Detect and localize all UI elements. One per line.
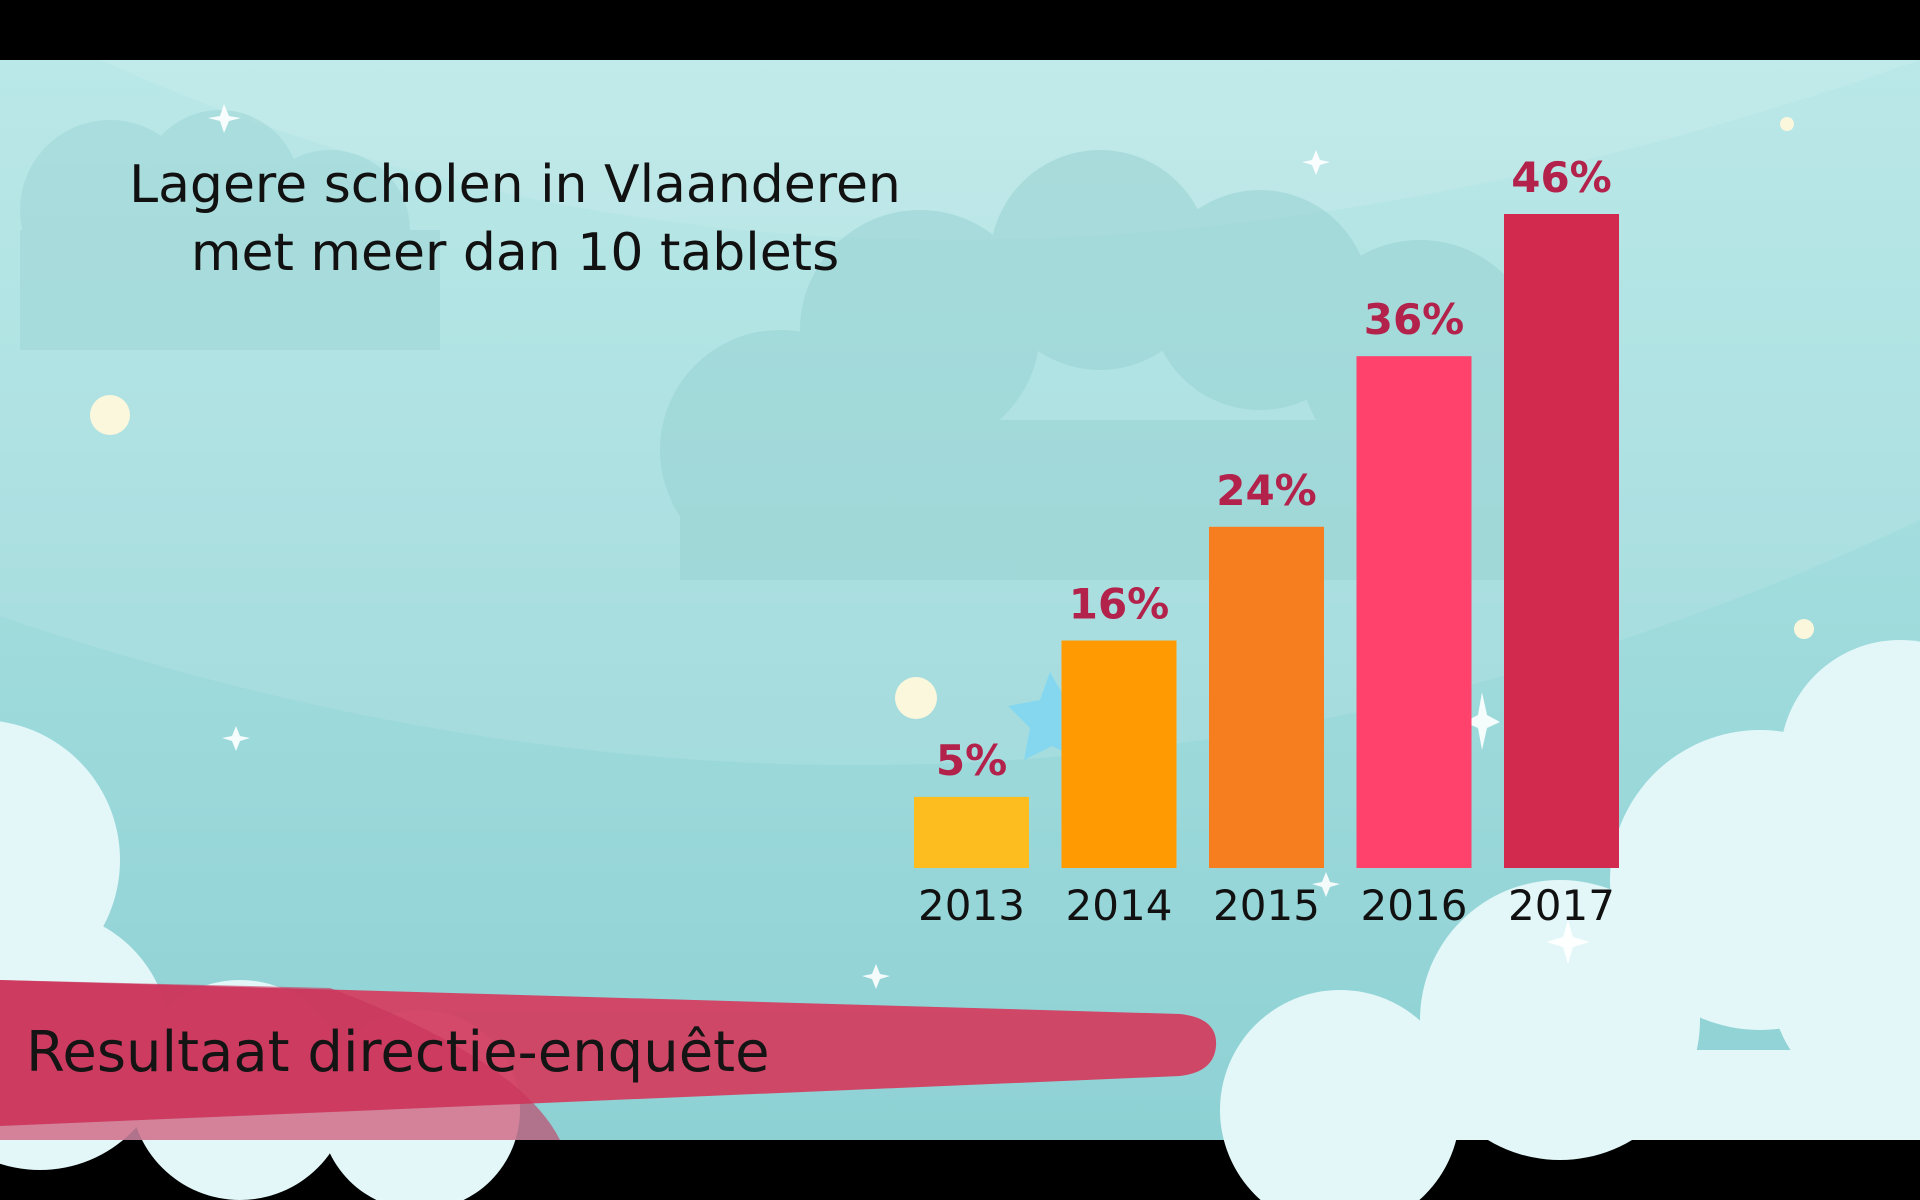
- bar-2013: [914, 796, 1029, 868]
- category-label-2017: 2017: [1508, 881, 1615, 930]
- value-label-2014: 16%: [1069, 580, 1170, 629]
- sparkle: [222, 726, 250, 751]
- value-label-2017: 46%: [1511, 153, 1612, 202]
- orb: [1794, 619, 1814, 639]
- category-label-2015: 2015: [1213, 881, 1320, 930]
- sparkle: [1464, 692, 1500, 750]
- value-label-2015: 24%: [1216, 466, 1317, 515]
- bar-2016: [1356, 356, 1472, 868]
- category-label-2016: 2016: [1361, 881, 1468, 930]
- chart-title-line-2: met meer dan 10 tablets: [190, 223, 840, 283]
- orb: [1780, 117, 1794, 131]
- foreground-cloud-right: [1220, 640, 1920, 1200]
- orbs: [90, 117, 1814, 719]
- category-label-2013: 2013: [918, 881, 1025, 930]
- sparkles: [208, 104, 1590, 989]
- sparkle: [1312, 872, 1340, 897]
- sparkle: [1302, 150, 1330, 175]
- orb: [90, 395, 130, 435]
- sparkle: [862, 964, 890, 989]
- orb: [895, 677, 937, 719]
- mid-cloud-left: [20, 110, 440, 350]
- banner-text: Resultaat directie-enquête: [26, 1020, 770, 1085]
- sky-arc-2: [100, 60, 1920, 240]
- sparkle: [1546, 920, 1590, 964]
- chart-title-line-1: Lagere scholen in Vlaanderen: [129, 155, 901, 215]
- letterbox-top: [0, 0, 1920, 60]
- category-label-2014: 2014: [1066, 881, 1173, 930]
- bar-chart: 5% 2013 16% 2014 24% 2015 36% 2016 46% 2017: [914, 153, 1619, 930]
- value-label-2013: 5%: [936, 736, 1007, 785]
- bar-2017: [1504, 214, 1619, 868]
- bar-2015: [1209, 526, 1324, 868]
- banner-shape-shade: [0, 980, 560, 1140]
- value-label-2016: 36%: [1364, 295, 1465, 344]
- sparkle: [208, 104, 241, 133]
- bar-2014: [1061, 640, 1177, 868]
